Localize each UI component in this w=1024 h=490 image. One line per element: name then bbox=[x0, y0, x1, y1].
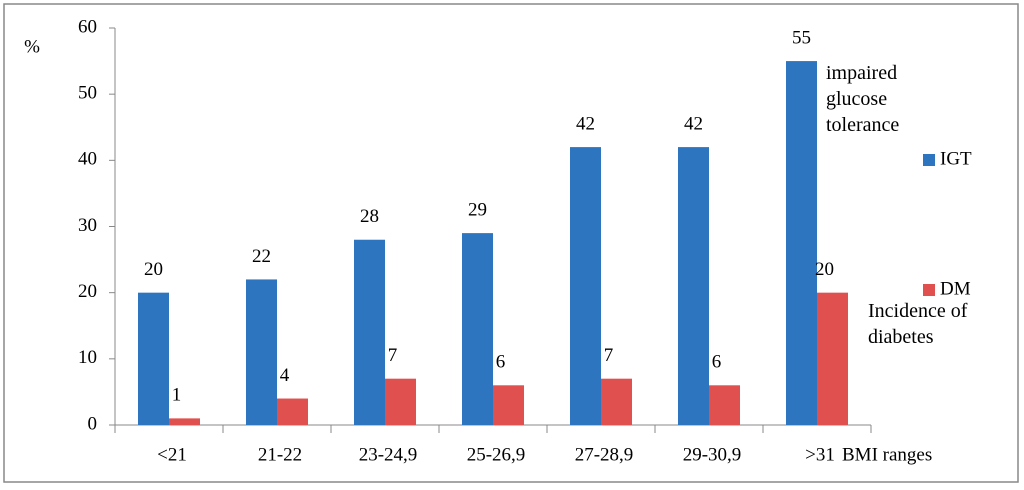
x-tick-label: <21 bbox=[157, 444, 187, 465]
legend-label: DM bbox=[940, 278, 971, 299]
data-label: 20 bbox=[815, 259, 834, 280]
x-tick-label: 25-26,9 bbox=[467, 444, 526, 465]
bar bbox=[169, 418, 200, 425]
y-tick-label: 40 bbox=[78, 149, 97, 170]
data-label: 42 bbox=[576, 113, 595, 134]
data-label: 55 bbox=[792, 27, 811, 48]
data-label: 20 bbox=[144, 259, 163, 280]
y-tick-label: 50 bbox=[78, 83, 97, 104]
annotation: impaired glucose tolerance bbox=[826, 62, 900, 136]
bar bbox=[709, 385, 740, 425]
y-tick-label: 10 bbox=[78, 347, 97, 368]
legend-swatch bbox=[923, 154, 935, 166]
data-label: 1 bbox=[172, 385, 182, 406]
bar bbox=[354, 239, 385, 425]
bar bbox=[138, 292, 169, 425]
data-label: 4 bbox=[280, 365, 290, 386]
legend-label: IGT bbox=[940, 148, 972, 169]
data-label: 28 bbox=[360, 206, 379, 227]
y-tick-label: 30 bbox=[78, 215, 97, 236]
x-tick-label: 23-24,9 bbox=[359, 444, 418, 465]
bar bbox=[786, 61, 817, 425]
data-label: 6 bbox=[712, 352, 722, 373]
data-label: 22 bbox=[252, 246, 271, 267]
annotation: Incidence of diabetes bbox=[868, 300, 968, 348]
data-label: 6 bbox=[496, 352, 506, 373]
y-tick-label: 20 bbox=[78, 281, 97, 302]
bar bbox=[570, 147, 601, 425]
x-axis-title: BMI ranges bbox=[842, 444, 932, 465]
x-tick-label: 27-28,9 bbox=[575, 444, 634, 465]
x-tick-label: >31 bbox=[805, 444, 835, 465]
bar bbox=[462, 233, 493, 425]
bar bbox=[601, 378, 632, 425]
bar bbox=[678, 147, 709, 425]
bar bbox=[246, 279, 277, 425]
x-tick-label: 21-22 bbox=[258, 444, 302, 465]
bar bbox=[277, 398, 308, 425]
data-label: 42 bbox=[684, 113, 703, 134]
data-label: 7 bbox=[388, 345, 398, 366]
data-label: 29 bbox=[468, 199, 487, 220]
legend-swatch bbox=[923, 284, 935, 296]
y-axis-title: % bbox=[24, 36, 40, 57]
data-label: 7 bbox=[604, 345, 614, 366]
y-tick-label: 60 bbox=[78, 16, 97, 37]
bar bbox=[385, 378, 416, 425]
bar bbox=[493, 385, 524, 425]
y-tick-label: 0 bbox=[88, 413, 98, 434]
bar bbox=[817, 292, 848, 425]
x-tick-label: 29-30,9 bbox=[683, 444, 742, 465]
